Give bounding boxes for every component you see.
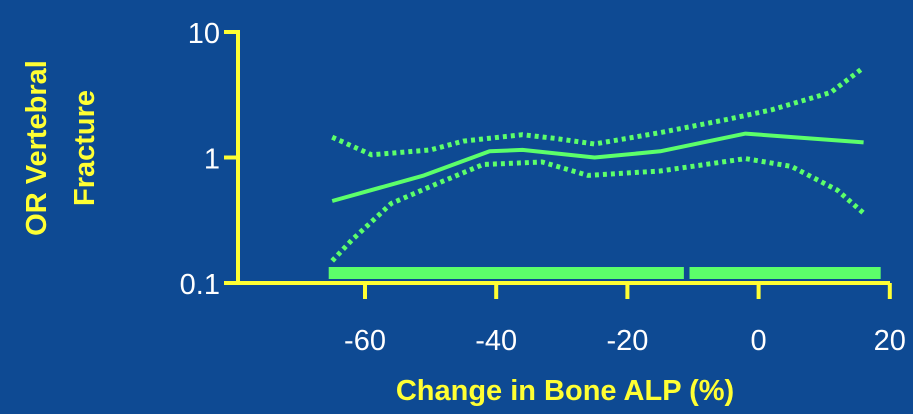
rug-mark	[630, 267, 638, 279]
rug-mark	[873, 267, 881, 279]
rug-mark	[656, 267, 665, 279]
rug-mark	[866, 267, 875, 279]
rug-mark	[512, 267, 520, 279]
rug-mark	[669, 267, 678, 279]
rug-mark	[387, 267, 396, 279]
rug-mark	[532, 267, 540, 279]
x-axis-title: Change in Bone ALP (%)	[396, 375, 734, 407]
x-tick-label-20: 20	[874, 325, 906, 357]
axes	[224, 30, 892, 299]
rug-mark	[354, 267, 363, 279]
rug-mark	[591, 267, 599, 279]
rug-mark	[505, 267, 514, 279]
rug-mark	[597, 267, 606, 279]
rug-mark	[637, 267, 645, 279]
rug-mark	[617, 267, 625, 279]
series-layer	[330, 65, 866, 263]
series-line-upper-ci	[331, 65, 866, 158]
rug-mark	[368, 267, 376, 279]
labels: 0.1 1 10 -60 -40 -20 0 20 Change in Bone ALP (%)…	[21, 18, 906, 407]
rug-mark	[715, 267, 724, 279]
y-axis-title: OR Vertebral Fracture	[21, 60, 101, 236]
x-tick-label-0: 0	[751, 325, 767, 357]
rug-mark	[846, 267, 855, 279]
y-tick-label-0.1: 0.1	[180, 269, 220, 301]
rug-mark	[774, 267, 783, 279]
rug-mark	[787, 267, 796, 279]
rug-mark	[558, 267, 566, 279]
rug-mark	[577, 267, 586, 279]
rug-mark	[840, 267, 848, 279]
rug-mark	[702, 267, 711, 279]
rug-mark	[735, 267, 743, 279]
rug-mark	[663, 267, 671, 279]
rug-mark	[860, 267, 868, 279]
rug-mark	[407, 267, 415, 279]
rug-mark	[427, 267, 435, 279]
rug-mark	[741, 267, 750, 279]
rug-mark	[801, 267, 809, 279]
rug-mark	[473, 267, 481, 279]
rug-mark	[853, 267, 861, 279]
x-tick-label--20: -20	[606, 325, 648, 357]
rug-mark	[545, 267, 553, 279]
rug-mark	[440, 267, 448, 279]
rug-mark	[827, 267, 835, 279]
rug-mark	[650, 267, 658, 279]
rug-mark	[361, 267, 369, 279]
rug-mark	[413, 267, 422, 279]
rug-mark	[381, 267, 389, 279]
rug-mark	[453, 267, 461, 279]
rug-mark	[328, 267, 337, 279]
rug-mark	[459, 267, 468, 279]
rug-mark	[676, 267, 684, 279]
x-tick-label--40: -40	[475, 325, 517, 357]
y-axis-title-line: Fracture	[69, 90, 101, 206]
rug-layer	[328, 267, 881, 279]
rug-mark	[446, 267, 455, 279]
rug-mark	[492, 267, 501, 279]
rug-mark	[584, 267, 593, 279]
rug-mark	[420, 267, 429, 279]
rug-mark	[486, 267, 494, 279]
series-line-lower-ci	[330, 156, 866, 263]
rug-mark	[538, 267, 547, 279]
rug-mark	[623, 267, 632, 279]
rug-mark	[341, 267, 350, 279]
rug-mark	[604, 267, 612, 279]
rug-mark	[479, 267, 488, 279]
rug-mark	[394, 267, 402, 279]
rug-mark	[722, 267, 730, 279]
rug-mark	[696, 267, 704, 279]
rug-mark	[755, 267, 763, 279]
rug-mark	[761, 267, 770, 279]
rug-mark	[433, 267, 442, 279]
rug-mark	[466, 267, 474, 279]
rug-mark	[499, 267, 507, 279]
y-tick-label-1: 1	[204, 144, 220, 176]
rug-mark	[820, 267, 829, 279]
rug-mark	[348, 267, 356, 279]
x-tick-label--60: -60	[344, 325, 386, 357]
rug-mark	[518, 267, 527, 279]
rug-mark	[794, 267, 802, 279]
rug-mark	[709, 267, 717, 279]
rug-mark	[610, 267, 619, 279]
rug-mark	[564, 267, 573, 279]
y-axis-title-line: OR Vertebral	[21, 60, 53, 236]
rug-mark	[551, 267, 560, 279]
y-tick-label-10: 10	[188, 18, 220, 50]
rug-mark	[807, 267, 816, 279]
rug-mark	[335, 267, 343, 279]
rug-mark	[525, 267, 533, 279]
rug-mark	[571, 267, 579, 279]
rug-mark	[374, 267, 383, 279]
rug-mark	[643, 267, 652, 279]
rug-mark	[400, 267, 409, 279]
series-line-estimate	[331, 131, 864, 203]
